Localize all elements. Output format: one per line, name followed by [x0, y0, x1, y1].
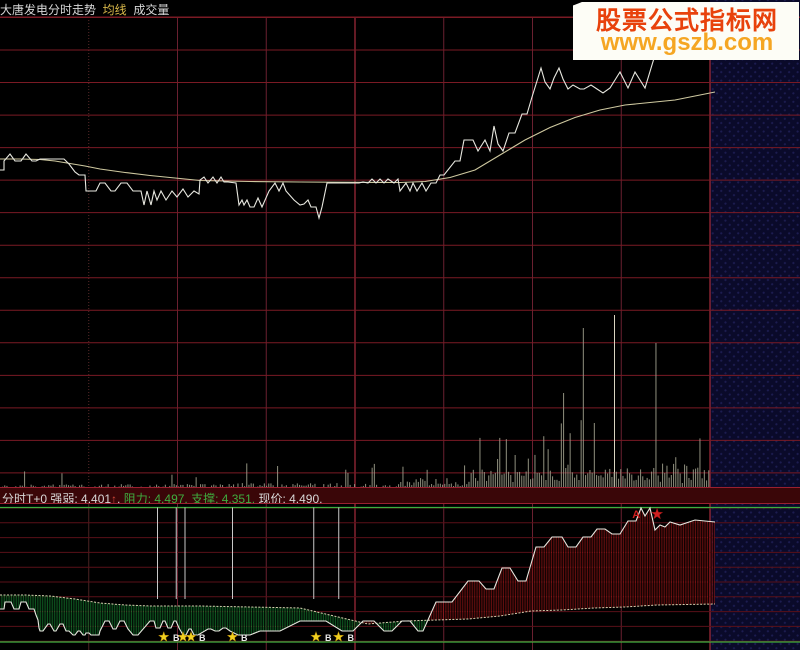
- svg-text:B: B: [241, 633, 248, 643]
- svg-text:B: B: [348, 633, 355, 643]
- svg-text:B: B: [173, 633, 180, 643]
- svg-text:B: B: [199, 633, 206, 643]
- svg-text:A: A: [632, 509, 640, 521]
- svg-text:B: B: [325, 633, 332, 643]
